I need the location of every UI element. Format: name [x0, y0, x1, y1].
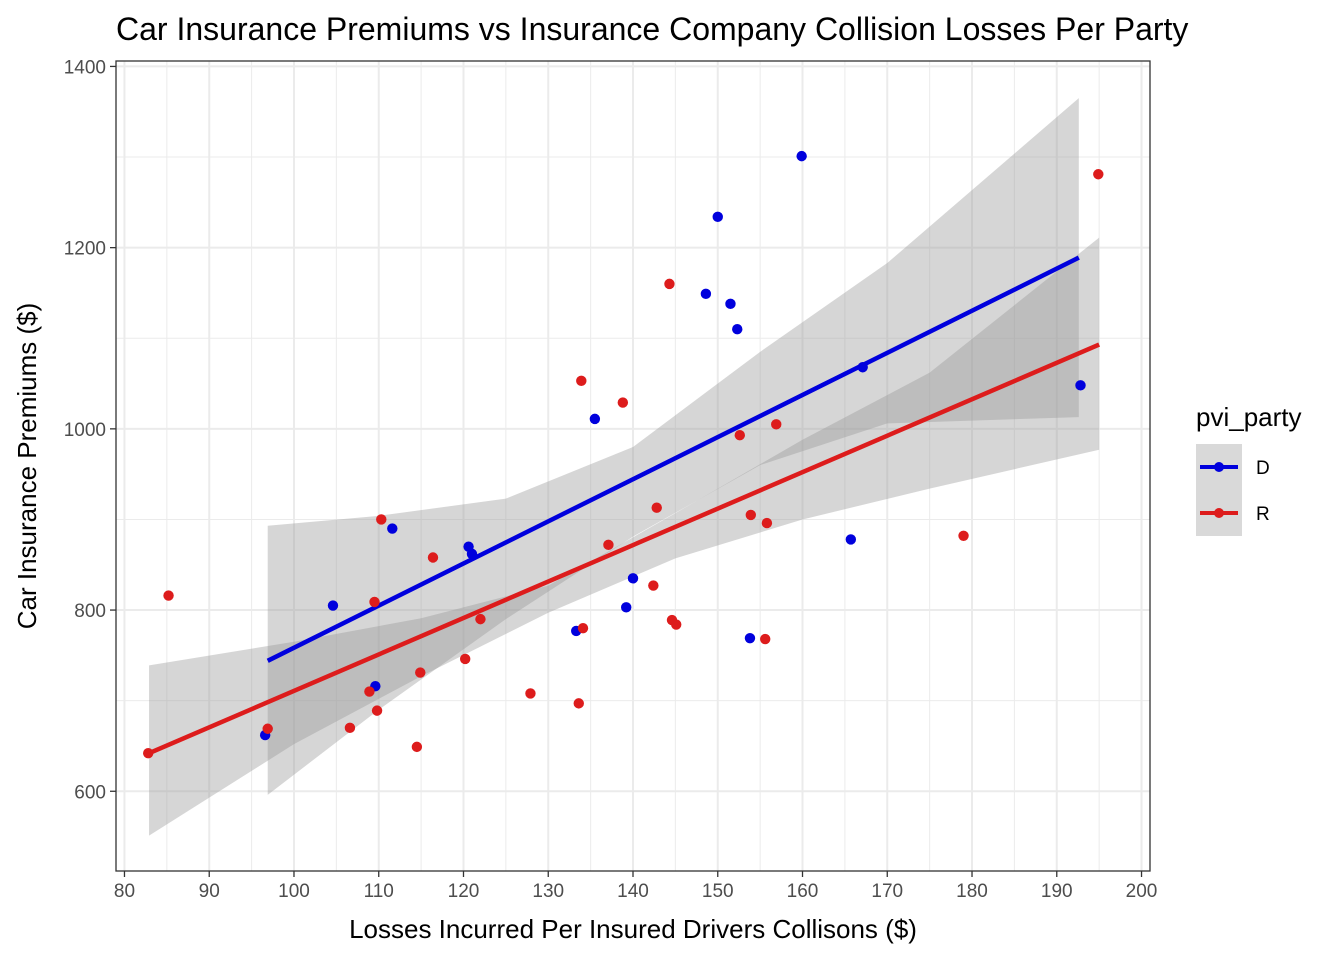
- data-point-r: [262, 723, 273, 734]
- data-point-r: [415, 667, 426, 678]
- x-tick-label: 140: [617, 881, 649, 902]
- data-point-r: [745, 509, 757, 521]
- data-point-d: [627, 573, 639, 584]
- data-point-d: [700, 288, 712, 300]
- data-point-d: [1075, 380, 1086, 391]
- data-point-d: [796, 150, 807, 162]
- data-point-r: [617, 397, 629, 408]
- data-point-r: [664, 278, 675, 290]
- x-tick-label: 180: [956, 881, 988, 902]
- data-point-r: [475, 613, 486, 625]
- ci-ribbon-d: [267, 98, 1079, 795]
- data-point-d: [732, 323, 743, 335]
- x-axis-ticks: 80 90 100 110 120 130 140 150 160 170 180 190 200: [114, 871, 1157, 902]
- legend-label-d: D: [1256, 458, 1270, 479]
- fit-line-d: [266, 255, 1080, 663]
- y-tick-label: 1000: [64, 420, 106, 441]
- major-gridlines: [116, 61, 1150, 871]
- data-point-r: [411, 741, 423, 753]
- x-tick-label: 120: [448, 881, 480, 902]
- data-point-r: [771, 419, 782, 430]
- data-point-d: [725, 298, 736, 310]
- x-tick-label: 80: [114, 881, 135, 902]
- data-point-d: [621, 602, 632, 613]
- data-point-r: [603, 539, 614, 551]
- data-point-r: [459, 653, 471, 665]
- legend-label-r: R: [1256, 504, 1270, 525]
- data-point-d: [857, 362, 868, 373]
- legend-title: pvi_party: [1196, 402, 1302, 432]
- data-point-r: [143, 748, 154, 759]
- y-tick-label: 800: [74, 601, 106, 622]
- x-tick-label: 190: [1041, 881, 1073, 902]
- x-tick-label: 130: [532, 881, 564, 902]
- data-points: [143, 150, 1104, 759]
- data-point-r: [760, 633, 771, 645]
- data-point-r: [648, 580, 659, 591]
- data-point-r: [371, 705, 383, 716]
- data-point-d: [387, 523, 398, 534]
- data-point-d: [466, 548, 478, 560]
- legend: pvi_party D R: [1196, 402, 1302, 536]
- data-point-r: [163, 590, 174, 601]
- data-point-d: [589, 413, 601, 425]
- confidence-ribbons: [149, 98, 1100, 836]
- x-tick-label: 110: [364, 881, 394, 902]
- legend-key-point-d: [1214, 462, 1224, 472]
- data-point-r: [344, 722, 356, 734]
- y-axis-ticks: 600 800 1000 1200 1400: [64, 57, 116, 803]
- data-point-r: [573, 698, 584, 709]
- data-point-r: [671, 619, 682, 630]
- data-point-d: [327, 600, 339, 611]
- x-tick-label: 170: [871, 881, 903, 902]
- data-point-r: [525, 688, 536, 699]
- x-tick-label: 90: [199, 881, 220, 902]
- data-point-r: [376, 514, 387, 525]
- data-point-r: [761, 517, 773, 529]
- x-tick-label: 100: [278, 881, 310, 902]
- ci-ribbon-r: [149, 237, 1100, 836]
- data-point-r: [427, 552, 439, 563]
- fit-line-r: [148, 342, 1101, 756]
- data-point-r: [369, 596, 380, 608]
- x-tick-label: 150: [702, 881, 734, 902]
- data-point-r: [1093, 169, 1104, 180]
- x-tick-label: 160: [787, 881, 819, 902]
- data-point-r: [364, 686, 375, 697]
- y-tick-label: 1200: [64, 239, 106, 260]
- data-point-r: [734, 429, 745, 441]
- x-axis-title: Losses Incurred Per Insured Drivers Coll…: [349, 914, 917, 944]
- y-tick-label: 1400: [64, 57, 106, 78]
- legend-key-point-r: [1214, 508, 1224, 518]
- data-point-r: [651, 502, 662, 513]
- chart-title: Car Insurance Premiums vs Insurance Comp…: [116, 11, 1188, 47]
- data-point-d: [744, 632, 756, 644]
- regression-lines: [148, 255, 1101, 756]
- data-point-r: [576, 375, 587, 387]
- y-tick-label: 600: [74, 782, 106, 803]
- data-point-d: [845, 534, 857, 545]
- data-point-d: [712, 211, 723, 223]
- data-point-r: [577, 622, 589, 634]
- data-point-r: [958, 530, 969, 541]
- y-axis-title: Car Insurance Premiums ($): [12, 303, 42, 630]
- x-tick-label: 200: [1126, 881, 1158, 902]
